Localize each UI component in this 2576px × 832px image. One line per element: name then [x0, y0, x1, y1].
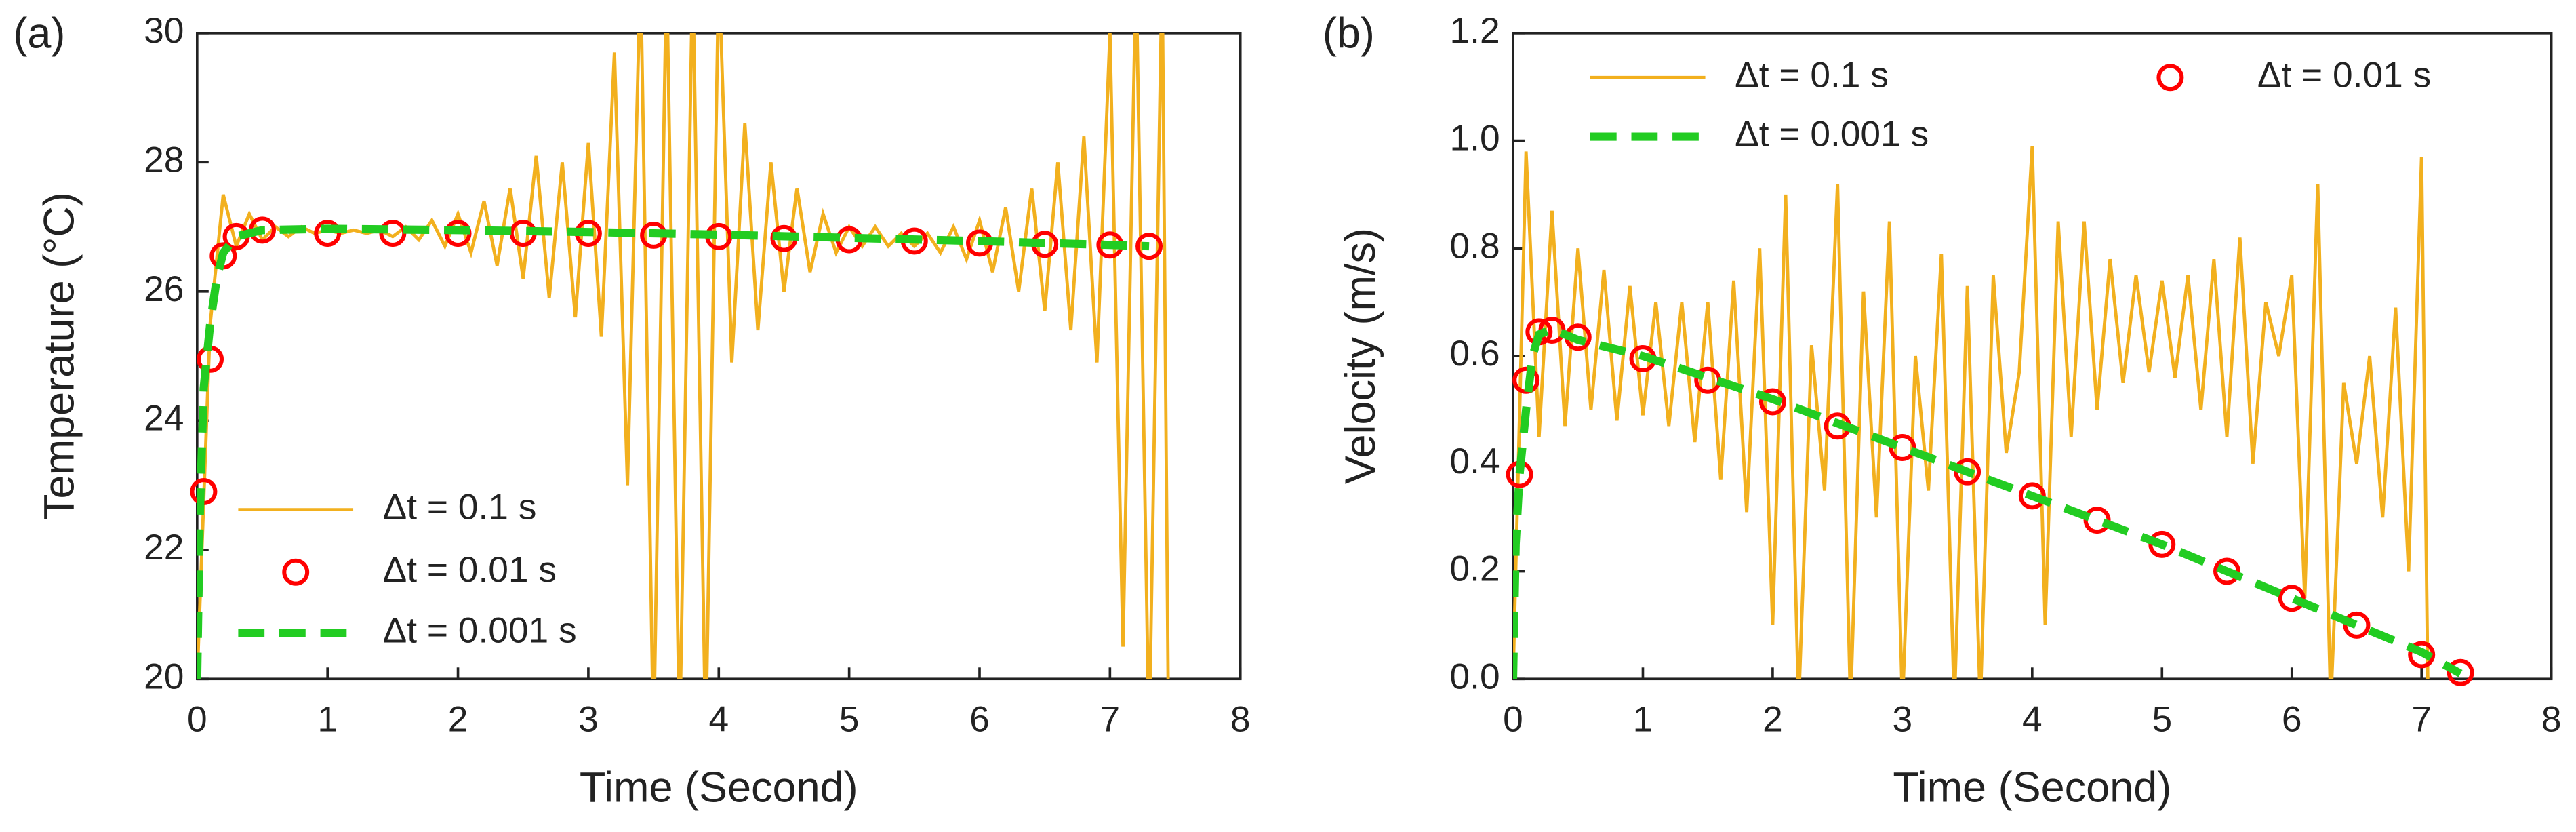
- marker: [2278, 585, 2306, 612]
- x-tick-label: 2: [1763, 699, 1783, 739]
- legend-label: Δt = 0.1 s: [383, 488, 537, 528]
- plot-frame: [195, 32, 1242, 681]
- line: [197, 33, 1170, 679]
- line: [1513, 146, 2430, 679]
- x-tick-label: 3: [1893, 699, 1913, 739]
- x-tick-label: 5: [2152, 699, 2172, 739]
- marker: [1135, 233, 1163, 260]
- x-tick-label: 0: [1503, 699, 1523, 739]
- x-tick-label: 6: [2282, 699, 2302, 739]
- panel-label: (b): [1323, 9, 1375, 57]
- x-tick-label: 0: [187, 699, 207, 739]
- x-tick-label: 8: [2541, 699, 2562, 739]
- y-tick-label: 1.2: [1450, 11, 1500, 51]
- y-axis-label: Velocity (m/s): [1337, 228, 1384, 484]
- panel-label: (a): [13, 9, 65, 57]
- legend-label: Δt = 0.1 s: [1735, 55, 1889, 95]
- x-tick-label: 1: [1633, 699, 1653, 739]
- x-tick-label: 5: [839, 699, 860, 739]
- marker: [2343, 611, 2371, 639]
- marker: [314, 220, 342, 247]
- legend-label: Δt = 0.001 s: [383, 610, 577, 650]
- x-tick-label: 6: [969, 699, 990, 739]
- legend-marker: [282, 558, 310, 586]
- marker: [1758, 388, 1786, 416]
- x-tick-label: 4: [708, 699, 729, 739]
- y-tick-label: 20: [144, 656, 184, 696]
- y-tick-label: 0.8: [1450, 226, 1500, 266]
- x-tick-label: 4: [2022, 699, 2042, 739]
- legend-label: Δt = 0.01 s: [383, 550, 557, 590]
- y-tick-label: 26: [144, 269, 184, 309]
- y-tick-label: 24: [144, 398, 184, 438]
- x-tick-label: 8: [1230, 699, 1251, 739]
- x-axis-label: Time (Second): [1893, 764, 2171, 812]
- marker: [2213, 557, 2241, 585]
- dashed-line: [1513, 324, 2463, 679]
- y-tick-label: 28: [144, 140, 184, 180]
- x-axis-label: Time (Second): [580, 764, 858, 812]
- y-axis-label: Temperature (°C): [36, 192, 83, 520]
- y-tick-label: 0.0: [1450, 656, 1500, 696]
- plot-frame: [1512, 32, 2553, 681]
- y-tick-label: 0.4: [1450, 441, 1500, 481]
- dashed-line: [197, 224, 1150, 679]
- legend-label: Δt = 0.01 s: [2257, 55, 2431, 95]
- y-tick-label: 30: [144, 11, 184, 51]
- x-tick-label: 1: [317, 699, 338, 739]
- x-tick-label: 2: [448, 699, 468, 739]
- marker: [2408, 641, 2436, 669]
- y-tick-label: 1.0: [1450, 119, 1500, 159]
- x-tick-label: 3: [578, 699, 599, 739]
- x-tick-label: 7: [2411, 699, 2432, 739]
- y-tick-label: 0.2: [1450, 549, 1500, 589]
- y-tick-label: 0.6: [1450, 334, 1500, 374]
- x-tick-label: 7: [1100, 699, 1121, 739]
- marker: [1512, 366, 1540, 394]
- legend-marker: [2156, 64, 2184, 92]
- legend-label: Δt = 0.001 s: [1735, 115, 1929, 155]
- marker: [2447, 658, 2474, 686]
- y-tick-label: 22: [144, 528, 184, 568]
